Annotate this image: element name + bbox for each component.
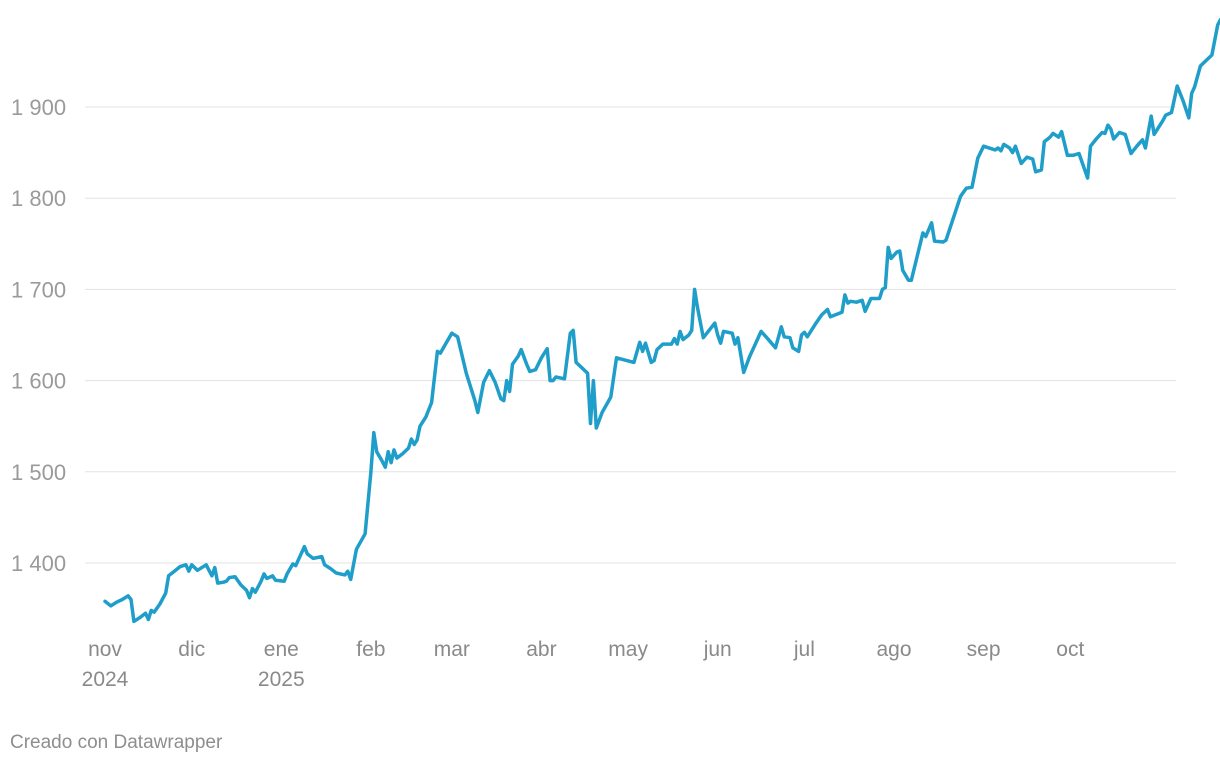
x-tick-label-jul: jul — [793, 638, 815, 661]
x-tick-label-jun: jun — [703, 638, 732, 661]
y-tick-label-1800: 1 800 — [11, 186, 66, 211]
series-layer: X.2 — [103, 17, 1220, 624]
x-tick-label-nov: nov — [88, 638, 122, 661]
y-tick-label-1400: 1 400 — [11, 551, 66, 576]
series-line-X.2 — [103, 17, 1220, 624]
x-tick-label-may: may — [608, 638, 648, 661]
gridlines — [85, 106, 1176, 564]
y-tick-label-1500: 1 500 — [11, 460, 66, 485]
x-tick-year-2025: 2025 — [258, 668, 305, 691]
x-tick-label-dic: dic — [178, 638, 205, 661]
x-tick-year-2024: 2024 — [82, 668, 129, 691]
footer-credit: Creado con Datawrapper — [10, 732, 223, 753]
y-tick-label-1900: 1 900 — [11, 95, 66, 120]
x-tick-label-sep: sep — [967, 638, 1001, 661]
y-axis: 1 400 1 500 1 600 1 700 1 800 1 900 — [11, 95, 66, 576]
x-tick-label-oct: oct — [1056, 638, 1084, 661]
y-tick-label-1600: 1 600 — [11, 369, 66, 394]
x-tick-label-ago: ago — [876, 638, 911, 661]
x-tick-label-feb: feb — [356, 638, 385, 661]
x-tick-label-abr: abr — [526, 638, 556, 661]
x-tick-label-ene: ene — [264, 638, 299, 661]
x-tick-label-mar: mar — [434, 638, 470, 661]
x-axis: nov 2024 dic ene 2025 feb mar abr may jun jul ago se… — [82, 638, 1085, 691]
y-tick-label-1700: 1 700 — [11, 277, 66, 302]
